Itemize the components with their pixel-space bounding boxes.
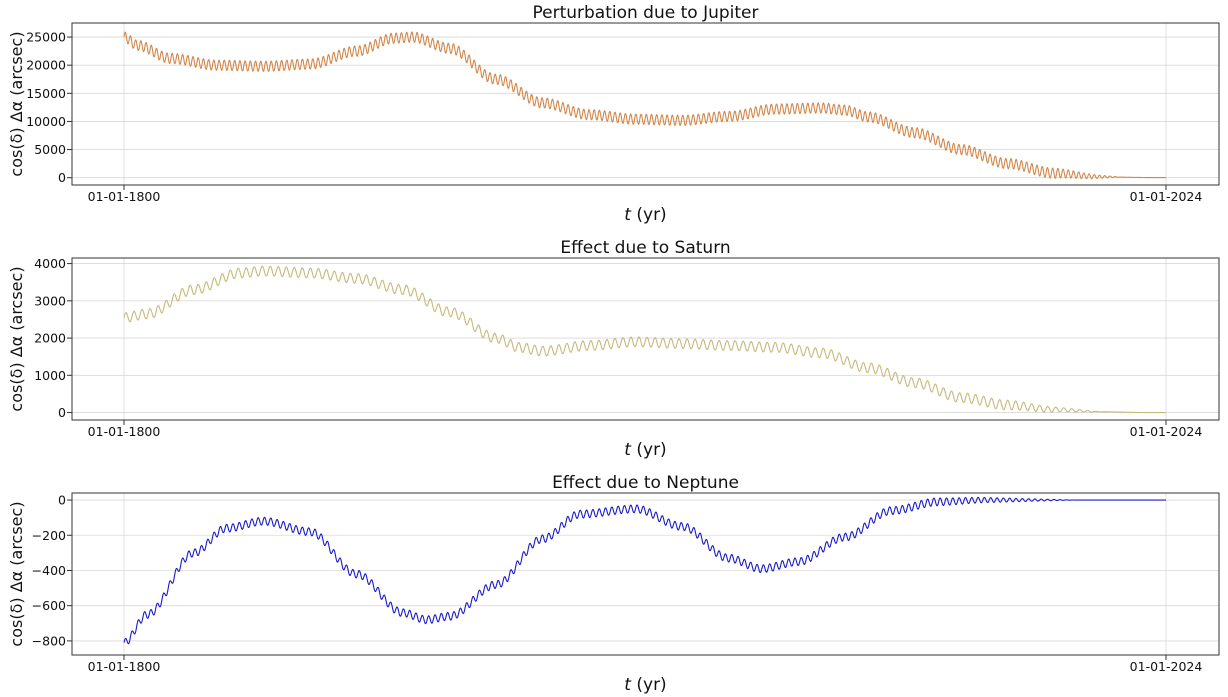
series-line xyxy=(123,265,1167,414)
x-tick-label: 01-01-2024 xyxy=(1130,659,1203,674)
y-axis-label: cos(δ) Δα (arcsec) xyxy=(7,31,26,176)
y-axis-label: cos(δ) Δα (arcsec) xyxy=(7,501,26,646)
plot-frame xyxy=(71,22,1220,186)
x-axis-label: t (yr) xyxy=(624,205,666,225)
x-tick-label: 01-01-1800 xyxy=(88,189,161,204)
chart-title: Effect due to Neptune xyxy=(552,473,739,493)
chart-title: Effect due to Saturn xyxy=(560,238,730,258)
plot-frame xyxy=(71,257,1220,421)
y-tick-label: 25000 xyxy=(26,30,66,45)
y-tick-label: −800 xyxy=(32,633,66,648)
y-tick-label: 1000 xyxy=(34,368,66,383)
y-axis-label: cos(δ) Δα (arcsec) xyxy=(7,266,26,411)
x-tick-label: 01-01-2024 xyxy=(1130,189,1203,204)
y-tick-label: 15000 xyxy=(26,86,66,101)
y-tick-label: 0 xyxy=(58,170,66,185)
y-tick-label: −600 xyxy=(32,598,66,613)
chart-title: Perturbation due to Jupiter xyxy=(532,3,758,23)
plot-frame xyxy=(71,492,1220,656)
x-axis-label: t (yr) xyxy=(624,675,666,695)
y-tick-label: 0 xyxy=(58,493,66,508)
y-tick-label: 5000 xyxy=(34,142,66,157)
y-tick-label: −200 xyxy=(32,528,66,543)
x-tick-label: 01-01-1800 xyxy=(88,424,161,439)
series-line xyxy=(123,31,1167,180)
y-tick-label: 4000 xyxy=(34,256,66,271)
y-tick-label: 2000 xyxy=(34,331,66,346)
y-tick-label: 0 xyxy=(58,405,66,420)
y-tick-label: −400 xyxy=(32,563,66,578)
chart-panel-3: −800 −600 −400 −200 0 01-01-1800 01-01-2024 Eff… xyxy=(7,473,1220,695)
y-tick-label: 10000 xyxy=(26,114,66,129)
series-line xyxy=(123,496,1167,645)
chart-panel-1: 0 5000 10000 15000 20000 25000 01-01-1800 01-01… xyxy=(7,3,1220,225)
x-tick-label: 01-01-2024 xyxy=(1130,424,1203,439)
y-tick-label: 20000 xyxy=(26,58,66,73)
chart-panel-2: 0 1000 2000 3000 4000 01-01-1800 01-01-2024 Eff… xyxy=(7,238,1220,460)
y-tick-label: 3000 xyxy=(34,293,66,308)
x-axis-label: t (yr) xyxy=(624,440,666,460)
x-tick-label: 01-01-1800 xyxy=(88,659,161,674)
